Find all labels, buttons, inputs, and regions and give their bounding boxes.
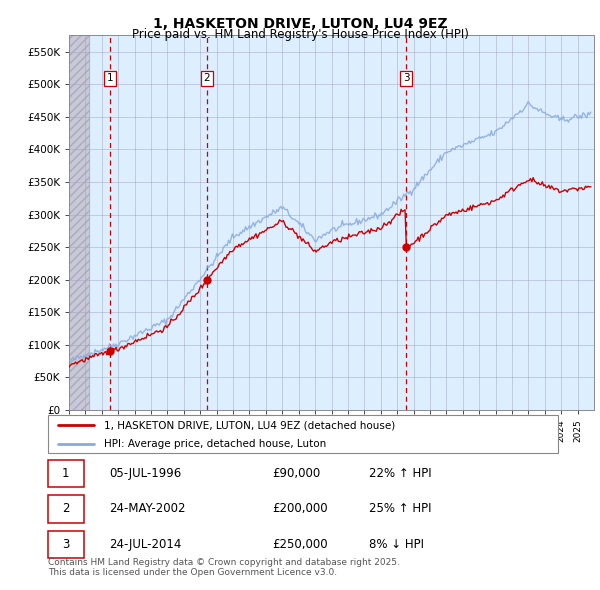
FancyBboxPatch shape — [48, 530, 84, 558]
FancyBboxPatch shape — [48, 415, 558, 453]
Text: 3: 3 — [403, 74, 410, 83]
Text: £90,000: £90,000 — [272, 467, 320, 480]
Text: 3: 3 — [62, 537, 70, 551]
Text: 25% ↑ HPI: 25% ↑ HPI — [370, 502, 432, 516]
Text: 24-MAY-2002: 24-MAY-2002 — [109, 502, 186, 516]
Text: 1, HASKETON DRIVE, LUTON, LU4 9EZ (detached house): 1, HASKETON DRIVE, LUTON, LU4 9EZ (detac… — [104, 420, 395, 430]
Text: 2: 2 — [62, 502, 70, 516]
Text: 1: 1 — [107, 74, 113, 83]
Text: 05-JUL-1996: 05-JUL-1996 — [109, 467, 181, 480]
FancyBboxPatch shape — [48, 460, 84, 487]
Text: £250,000: £250,000 — [272, 537, 328, 551]
Text: £200,000: £200,000 — [272, 502, 328, 516]
Text: 1: 1 — [62, 467, 70, 480]
Text: 24-JUL-2014: 24-JUL-2014 — [109, 537, 182, 551]
FancyBboxPatch shape — [48, 495, 84, 523]
Text: 22% ↑ HPI: 22% ↑ HPI — [370, 467, 432, 480]
Text: 2: 2 — [203, 74, 210, 83]
Text: Price paid vs. HM Land Registry's House Price Index (HPI): Price paid vs. HM Land Registry's House … — [131, 28, 469, 41]
Text: 8% ↓ HPI: 8% ↓ HPI — [370, 537, 424, 551]
Text: HPI: Average price, detached house, Luton: HPI: Average price, detached house, Luto… — [104, 438, 326, 448]
Text: 1, HASKETON DRIVE, LUTON, LU4 9EZ: 1, HASKETON DRIVE, LUTON, LU4 9EZ — [152, 17, 448, 31]
Text: Contains HM Land Registry data © Crown copyright and database right 2025.
This d: Contains HM Land Registry data © Crown c… — [48, 558, 400, 577]
